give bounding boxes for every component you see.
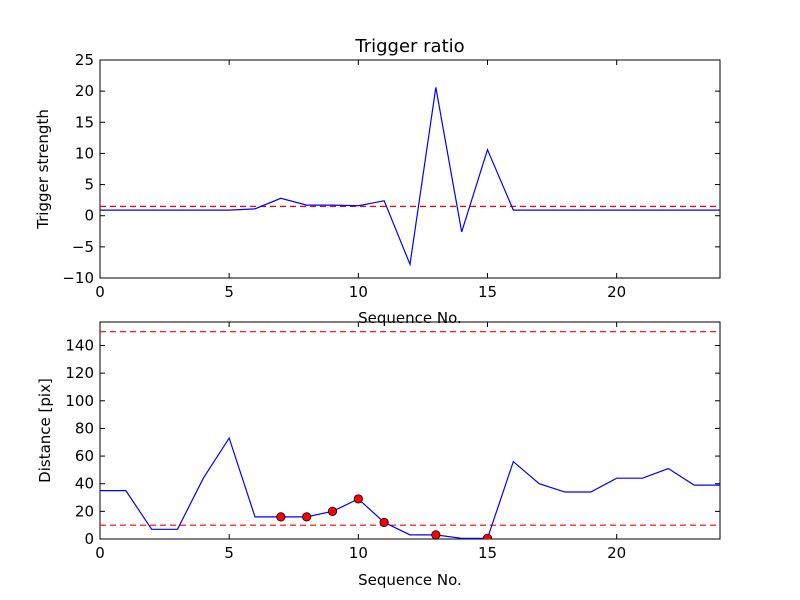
y-tick-label: 60 xyxy=(75,447,94,465)
x-tick-label: 0 xyxy=(95,544,105,562)
y-tick-label: 20 xyxy=(75,82,94,100)
plot-area xyxy=(100,331,720,539)
bottom-chart: 0 5 10 15 20 0 20 40 60 80 100 120 140 Sequence No. Di… xyxy=(36,321,721,589)
y-tick-label: 100 xyxy=(65,392,94,410)
data-point-marker xyxy=(302,512,312,522)
y-tick-label: 10 xyxy=(75,144,94,162)
y-tick-label: 40 xyxy=(75,475,94,493)
y-tick-label: 0 xyxy=(84,207,94,225)
y-tick-label: 140 xyxy=(65,336,94,354)
x-tick-label: 20 xyxy=(607,544,626,562)
x-tick-label: 10 xyxy=(349,283,368,301)
x-tick-label: 15 xyxy=(478,283,497,301)
y-tick-label: 80 xyxy=(75,419,94,437)
data-point-marker xyxy=(482,533,493,539)
data-point-marker xyxy=(353,494,363,504)
x-tick-label: 5 xyxy=(224,544,234,562)
y-tick-label: 15 xyxy=(75,113,94,131)
y-axis-label: Distance [pix] xyxy=(36,378,54,483)
series-line xyxy=(100,436,720,539)
y-tick-label: −10 xyxy=(62,269,94,287)
chart-title: Trigger ratio xyxy=(354,36,464,57)
y-axis-label: Trigger strength xyxy=(34,109,52,230)
y-tick-label: 25 xyxy=(75,51,94,69)
y-tick-label: −5 xyxy=(72,238,94,256)
series-line xyxy=(100,87,720,267)
plot-frame xyxy=(99,321,721,540)
y-tick-label: 20 xyxy=(75,502,94,520)
data-point-marker xyxy=(431,530,441,539)
data-point-marker xyxy=(379,517,389,528)
x-tick-label: 15 xyxy=(478,544,497,562)
data-point-marker xyxy=(327,506,338,516)
x-axis-label: Sequence No. xyxy=(358,571,462,589)
x-tick-label: 0 xyxy=(95,283,105,301)
y-tick-label: 5 xyxy=(84,176,94,194)
data-point-marker xyxy=(276,512,286,522)
x-tick-label: 5 xyxy=(224,283,234,301)
y-tick-label: 0 xyxy=(84,530,94,548)
x-tick-label: 20 xyxy=(607,283,626,301)
x-tick-label: 10 xyxy=(349,544,368,562)
plot-frame xyxy=(99,59,721,279)
x-axis-label: Sequence No. xyxy=(358,309,462,327)
y-tick-label: 120 xyxy=(65,364,94,382)
top-chart: 0 5 10 15 20 −10 −5 0 5 10 15 20 25 Trigger ratio Trig… xyxy=(34,36,721,301)
plot-area xyxy=(100,87,720,267)
